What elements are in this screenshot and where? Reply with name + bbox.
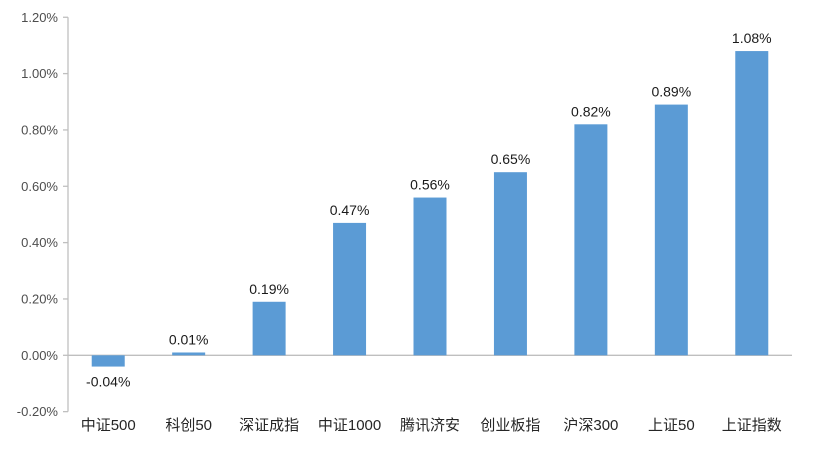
data-label: 0.82% [571,103,611,119]
y-axis-tick-label: 0.40% [21,235,58,250]
y-axis-tick-label: 0.00% [21,348,58,363]
data-label: -0.04% [86,374,130,390]
x-axis-category-label: 腾讯济安 [400,417,460,434]
y-axis-tick-label: 0.60% [21,179,58,194]
bar [172,352,206,356]
y-axis-tick-label: 0.80% [21,122,58,137]
bar [493,172,527,356]
data-label: 0.56% [410,177,450,193]
data-label: 0.01% [169,331,209,347]
x-axis-category-label: 上证指数 [722,417,782,434]
data-label: 1.08% [732,30,772,46]
x-axis-category-label: 创业板指 [480,416,540,434]
x-axis-category-label: 沪深300 [563,417,618,434]
data-label: 0.19% [249,281,289,297]
bar [413,197,447,356]
y-axis-tick-label: 1.20% [21,10,58,25]
data-label: 0.47% [330,202,370,218]
data-label: 0.65% [491,151,531,167]
bar [333,222,367,356]
bar [654,104,688,356]
bar [574,124,608,356]
x-axis-category-label: 深证成指 [239,417,299,434]
bar [91,355,125,367]
y-axis-tick-label: 1.00% [21,66,58,81]
bar [252,301,286,356]
x-axis-category-label: 中证500 [81,417,136,434]
y-axis-tick-label: -0.20% [17,404,59,419]
x-axis-category-label: 上证50 [648,417,695,434]
x-axis-category-label: 中证1000 [318,417,381,434]
y-axis-tick-label: 0.20% [21,291,58,306]
bar [735,51,769,356]
data-label: 0.89% [651,84,691,100]
x-axis-category-label: 科创50 [165,417,212,434]
